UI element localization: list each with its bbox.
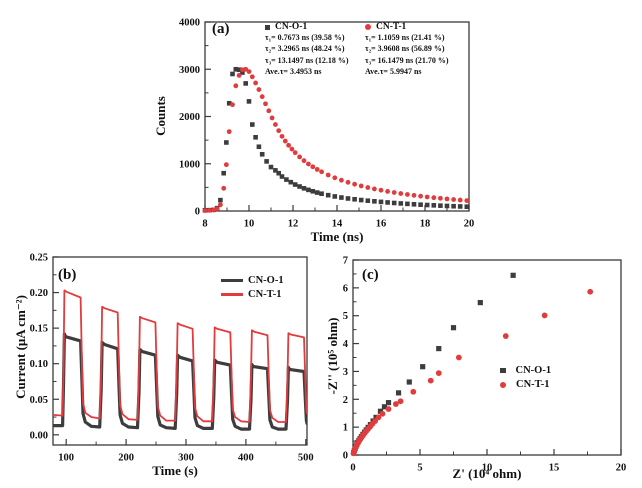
panel-a-legend-cn-o-1: CN-O-1 τ₁= 0.7673 ns (39.58 %) τ₂= 3.296… bbox=[265, 22, 349, 78]
svg-text:0.05: 0.05 bbox=[30, 395, 48, 406]
lifetime-line-1: τ₁= 0.7673 ns (39.58 %) bbox=[265, 33, 345, 42]
svg-text:10: 10 bbox=[482, 463, 493, 474]
svg-text:3000: 3000 bbox=[179, 65, 200, 76]
svg-text:200: 200 bbox=[118, 453, 134, 464]
lifetime-line-2: τ₂= 3.9608 ns (56.89 %) bbox=[365, 44, 445, 54]
svg-text:2: 2 bbox=[343, 395, 348, 406]
svg-text:20: 20 bbox=[616, 463, 627, 474]
panel-c-nyquist-plot: 0 5 10 15 20 0 1 2 3 4 5 6 7 bbox=[343, 256, 627, 474]
legend-row-cn-o-1: CN-O-1 bbox=[500, 365, 551, 376]
svg-text:100: 100 bbox=[58, 453, 74, 464]
line-swatch-icon bbox=[221, 279, 243, 282]
lifetime-avg-line: Ave.τ= 3.4953 ns bbox=[265, 67, 322, 77]
svg-text:500: 500 bbox=[298, 453, 314, 464]
svg-text:0.00: 0.00 bbox=[30, 430, 48, 441]
svg-text:1000: 1000 bbox=[179, 159, 200, 170]
svg-text:6: 6 bbox=[343, 283, 348, 294]
panel-b-legend: CN-O-1 CN-T-1 bbox=[221, 275, 284, 300]
svg-text:0.20: 0.20 bbox=[30, 288, 48, 299]
panel-a-yaxis-title: Counts bbox=[153, 96, 168, 136]
legend-series-name: CN-O-1 bbox=[248, 275, 284, 286]
square-marker-icon bbox=[500, 367, 506, 374]
svg-text:4000: 4000 bbox=[179, 18, 200, 29]
panel-b-yaxis-title: Current (μA cm⁻²) bbox=[13, 295, 28, 399]
svg-text:8: 8 bbox=[202, 219, 207, 230]
svg-text:0.10: 0.10 bbox=[30, 359, 48, 370]
svg-text:15: 15 bbox=[549, 463, 560, 474]
line-swatch-icon bbox=[221, 293, 243, 296]
svg-text:3: 3 bbox=[343, 367, 348, 378]
legend-row-cn-t-1: CN-T-1 bbox=[500, 379, 551, 390]
panel-a-label: (a) bbox=[212, 21, 230, 37]
circle-marker-icon bbox=[365, 24, 371, 30]
legend-row-cn-o-1: CN-O-1 bbox=[221, 275, 284, 286]
panel-b-xaxis-title: Time (s) bbox=[152, 463, 198, 478]
panel-b-label: (b) bbox=[58, 267, 77, 283]
svg-text:4: 4 bbox=[343, 339, 349, 350]
panel-a-legend-cn-t-1: CN-T-1 τ₁= 1.1059 ns (21.41 %) τ₂= 3.960… bbox=[365, 22, 449, 78]
panel-a-xaxis-title: Time (ns) bbox=[310, 229, 364, 244]
square-marker-icon bbox=[265, 24, 270, 30]
svg-text:0: 0 bbox=[195, 207, 200, 218]
svg-text:300: 300 bbox=[178, 453, 194, 464]
svg-text:0.25: 0.25 bbox=[30, 253, 48, 264]
legend-series-name: CN-O-1 bbox=[515, 365, 552, 376]
svg-text:400: 400 bbox=[238, 453, 254, 464]
circle-marker-icon bbox=[500, 381, 506, 388]
svg-text:7: 7 bbox=[343, 256, 348, 267]
svg-text:5: 5 bbox=[343, 311, 348, 322]
panel-a-decay-plot: 8 10 12 14 16 18 20 0 1000 2000 3000 4000 bbox=[179, 18, 475, 230]
lifetime-line-2: τ₂= 3.2965 ns (48.24 %) bbox=[265, 44, 345, 54]
lifetime-line-3: τ₃= 16.1479 ns (21.70 %) bbox=[365, 55, 449, 65]
lifetime-avg-line: Ave.τ= 5.9947 ns bbox=[365, 67, 422, 77]
svg-text:2000: 2000 bbox=[179, 112, 200, 123]
svg-text:0: 0 bbox=[343, 451, 348, 462]
lifetime-line-1: τ₁= 1.1059 ns (21.41 %) bbox=[365, 33, 445, 42]
panel-c-xaxis-title: Z' (10⁴ ohm) bbox=[452, 466, 522, 481]
svg-text:14: 14 bbox=[332, 219, 343, 230]
legend-series-name: CN-T-1 bbox=[376, 22, 407, 32]
legend-series-name: CN-T-1 bbox=[516, 379, 550, 390]
svg-text:20: 20 bbox=[464, 219, 475, 230]
panel-c-legend: CN-O-1 CN-T-1 bbox=[500, 365, 551, 390]
svg-text:12: 12 bbox=[288, 219, 299, 230]
panel-b-photocurrent-plot: 100 200 300 400 500 0.00 0.05 0.10 0.15 0.20 0.25 bbox=[30, 253, 314, 464]
svg-text:0.15: 0.15 bbox=[30, 324, 48, 335]
panel-c-label: (c) bbox=[362, 267, 379, 283]
svg-text:0: 0 bbox=[350, 463, 355, 474]
svg-text:16: 16 bbox=[376, 219, 387, 230]
svg-text:18: 18 bbox=[420, 219, 431, 230]
panel-c-yaxis-title: -Z'' (10⁵ ohm) bbox=[325, 317, 340, 395]
svg-text:10: 10 bbox=[244, 219, 255, 230]
legend-series-name: CN-O-1 bbox=[275, 22, 308, 32]
svg-text:1: 1 bbox=[343, 423, 348, 434]
legend-series-name: CN-T-1 bbox=[248, 289, 282, 300]
svg-text:5: 5 bbox=[417, 463, 422, 474]
legend-row-cn-t-1: CN-T-1 bbox=[221, 289, 284, 300]
lifetime-line-3: τ₃= 13.1497 ns (12.18 %) bbox=[265, 55, 349, 65]
